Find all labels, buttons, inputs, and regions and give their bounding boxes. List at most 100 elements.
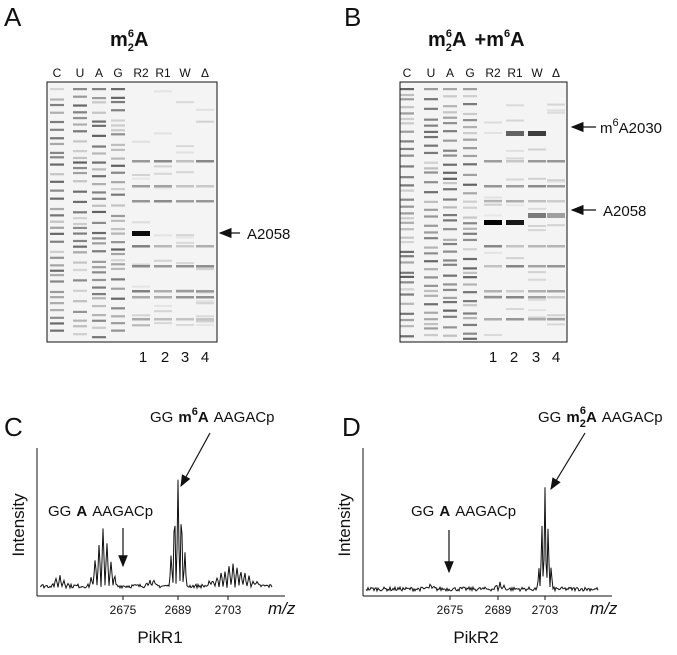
x-tick-label: 2689 xyxy=(485,603,512,617)
gel-band xyxy=(400,205,414,208)
gel-band xyxy=(443,116,457,119)
gel-band xyxy=(92,304,106,308)
gel-band xyxy=(484,318,502,321)
gel-band xyxy=(528,309,546,312)
gel-band xyxy=(400,184,414,187)
gel-band xyxy=(424,88,438,91)
gel-band xyxy=(463,95,477,98)
gel-band xyxy=(528,207,546,210)
label-sub: 2 xyxy=(580,418,586,430)
gel-band xyxy=(132,285,150,288)
gel-band xyxy=(176,234,194,237)
gel-band xyxy=(400,88,414,91)
gel-band xyxy=(443,214,457,217)
lane-label: R1 xyxy=(155,66,171,80)
gel-band xyxy=(92,152,106,155)
gel-band xyxy=(506,204,524,207)
gel-band xyxy=(547,180,565,183)
gel-band xyxy=(528,148,546,151)
panel-letter: B xyxy=(344,2,361,32)
gel-band xyxy=(400,130,414,133)
gel-band xyxy=(424,294,438,297)
gel-band xyxy=(424,231,438,234)
gel-band xyxy=(528,131,546,136)
gel-band xyxy=(443,130,457,133)
gel-band xyxy=(400,293,414,296)
gel-band xyxy=(73,95,87,98)
gel-band xyxy=(484,196,502,199)
title-sup: 6 xyxy=(128,28,134,40)
band-label: A2058 xyxy=(603,203,646,220)
gel-band xyxy=(506,290,524,293)
gel-band xyxy=(547,296,565,299)
gel-band xyxy=(73,261,87,264)
gel-band xyxy=(92,204,106,207)
gel-band xyxy=(506,160,524,163)
gel-band xyxy=(443,274,457,277)
gel-band xyxy=(424,130,438,134)
x-tick-label: 2703 xyxy=(532,603,559,617)
gel-band xyxy=(111,267,125,271)
gel-band xyxy=(400,106,414,109)
panel-title: m2 6A xyxy=(110,28,149,54)
gel-band xyxy=(196,290,214,293)
caption: PikR2 xyxy=(453,628,498,647)
lane-label: C xyxy=(53,66,62,80)
gel-band xyxy=(400,335,414,338)
gel-band xyxy=(443,219,457,222)
gel-band xyxy=(443,149,457,152)
label-part: m xyxy=(566,409,579,426)
gel-band xyxy=(111,297,125,300)
gel-band xyxy=(463,192,477,195)
gel-band xyxy=(463,232,477,235)
gel-band xyxy=(92,124,106,127)
gel-band xyxy=(196,268,214,271)
peak-label: GG m6A AAGACp xyxy=(150,406,275,426)
gel-band xyxy=(506,265,524,268)
gel-band xyxy=(73,310,87,314)
gel-band xyxy=(424,246,438,249)
gel-band xyxy=(443,206,457,209)
gel-band xyxy=(547,317,565,320)
gel-band xyxy=(424,144,438,147)
title-part: + xyxy=(475,29,487,51)
gel-band xyxy=(50,316,64,319)
gel-band xyxy=(528,296,546,299)
gel-band xyxy=(463,206,477,209)
gel-band xyxy=(111,88,125,91)
gel-band xyxy=(92,231,106,235)
gel-band xyxy=(506,220,524,225)
gel-band xyxy=(463,138,477,141)
gel-band xyxy=(50,264,64,267)
gel-band xyxy=(73,239,87,243)
gel-band xyxy=(463,283,477,286)
gel-band xyxy=(73,104,87,107)
gel-band xyxy=(484,214,502,217)
gel-band xyxy=(400,212,414,215)
gel-band xyxy=(50,189,64,192)
lane-label: C xyxy=(403,66,412,80)
panel-letter: A xyxy=(4,2,22,32)
gel-band xyxy=(50,308,64,312)
gel-band xyxy=(111,157,125,160)
gel-band xyxy=(132,231,150,236)
gel-band xyxy=(484,333,502,336)
gel-band xyxy=(443,163,457,166)
gel-band xyxy=(132,318,150,321)
lane-label: U xyxy=(427,66,436,80)
gel-band xyxy=(111,315,125,318)
gel-band xyxy=(50,180,64,183)
gel-band xyxy=(196,108,214,111)
gel-band xyxy=(73,111,87,114)
arrow xyxy=(180,432,211,488)
gel-band xyxy=(154,187,172,190)
gel-band xyxy=(547,245,565,248)
gel-band xyxy=(424,191,438,194)
gel-band xyxy=(424,167,438,170)
gel-band xyxy=(176,160,194,163)
lane-label: A xyxy=(446,66,454,80)
gel-band xyxy=(50,163,64,166)
gel-band xyxy=(50,88,64,91)
gel-band xyxy=(528,265,546,268)
gel-band xyxy=(92,96,106,100)
